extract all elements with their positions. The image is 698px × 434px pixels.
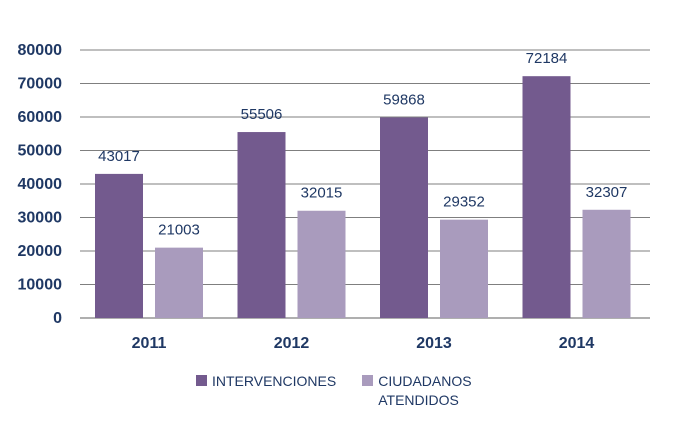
bar: [95, 173, 143, 318]
y-tick-label: 80000: [18, 42, 63, 59]
y-tick-label: 20000: [18, 243, 63, 260]
data-label: 32307: [586, 184, 628, 201]
data-label: 21003: [158, 222, 200, 239]
bar-chart-plot: 0 10000 20000 30000 40000 50000 60000 70000 8000…: [18, 42, 650, 352]
legend-item-ciudadanos-atendidos: CIUDADANOS ATENDIDOS: [362, 372, 478, 410]
y-tick-label: 30000: [18, 210, 63, 227]
legend-swatch-ciudadanos-atendidos: [362, 375, 374, 386]
legend-label-ciudadanos-atendidos: CIUDADANOS ATENDIDOS: [378, 373, 472, 408]
bar: [522, 76, 571, 319]
data-label: 43017: [98, 148, 140, 165]
y-tick-label: 0: [53, 310, 62, 327]
bar: [380, 117, 428, 318]
y-tick-label: 60000: [18, 109, 63, 126]
x-tick-label: 2013: [416, 335, 452, 352]
legend-swatch-intervenciones: [196, 375, 207, 386]
legend-item-intervenciones: INTERVENCIONES: [196, 372, 336, 410]
data-label: 55506: [241, 106, 283, 123]
bar: [155, 247, 203, 318]
y-tick-label: 70000: [18, 76, 63, 93]
bar: [582, 209, 631, 318]
legend: INTERVENCIONES CIUDADANOS ATENDIDOS: [196, 372, 504, 410]
bar: [440, 219, 488, 318]
y-tick-label: 10000: [18, 277, 63, 294]
legend-label-intervenciones: INTERVENCIONES: [212, 373, 337, 389]
x-tick-label: 2011: [132, 335, 167, 352]
data-label: 29352: [443, 194, 485, 211]
bar: [297, 210, 346, 318]
data-label: 72184: [526, 50, 568, 67]
bar: [237, 132, 286, 318]
data-label: 32015: [301, 185, 343, 202]
y-tick-label: 40000: [18, 176, 63, 193]
y-tick-label: 50000: [18, 143, 63, 160]
data-label: 59868: [383, 91, 425, 108]
x-tick-label: 2012: [274, 335, 310, 352]
x-tick-label: 2014: [559, 335, 595, 352]
